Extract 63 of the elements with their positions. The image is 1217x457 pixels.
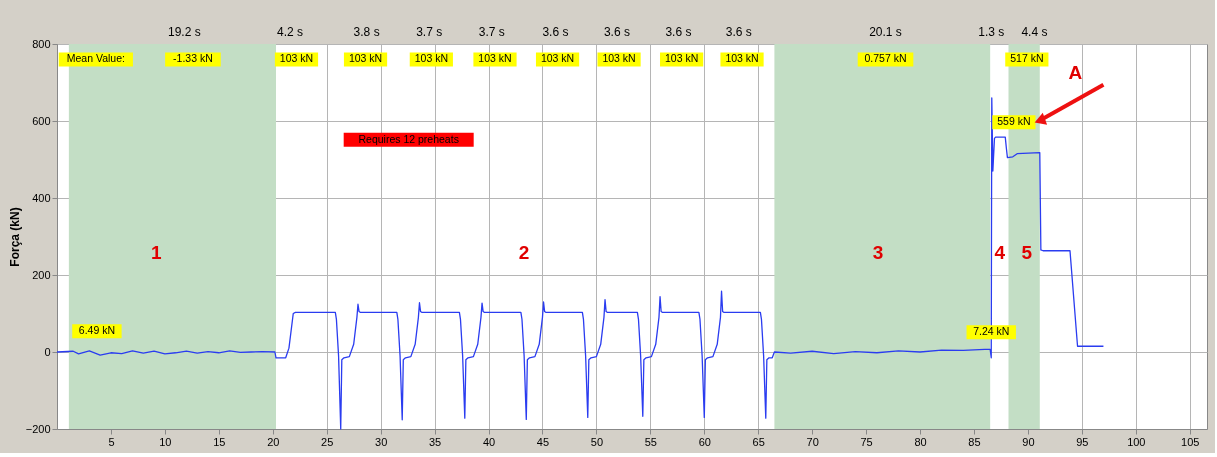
annotation: 559 kN [997,115,1031,128]
annotation: -1.33 kN [173,52,213,65]
annotation: 103 kN [414,52,448,65]
x-tick-label: 55 [644,435,657,448]
x-tick-label: 65 [752,435,765,448]
text: 3.8 s [353,25,380,39]
annotation: Requires 12 preheats [358,132,459,145]
text: 20.1 s [869,25,902,39]
annotation: 103 kN [478,52,512,65]
y-tick-label: 400 [32,191,51,204]
text: 3.7 s [478,25,505,39]
annotation: 2 [518,241,530,263]
y-axis-title: Força (kN) [7,207,22,267]
x-tick-label: 35 [428,435,442,448]
text: 3.6 s [542,25,569,39]
annotation: 6.49 kN [78,324,116,337]
x-tick-label: 70 [806,435,819,448]
x-tick-label: 40 [482,435,496,448]
x-tick-label: 75 [860,435,873,448]
annotation: 103 kN [540,52,575,65]
annotation: 517 kN [1010,52,1044,65]
annotation: 5 [1021,241,1033,263]
x-tick-label: 25 [321,435,334,448]
text: 3.7 s [416,25,443,39]
text: 1.3 s [978,25,1005,39]
text: 4.2 s [277,25,304,39]
x-tick-label: 20 [267,435,280,448]
x-tick-label: 90 [1022,435,1035,448]
x-tick-label: 15 [213,435,226,448]
x-tick-label: 95 [1076,435,1089,448]
annotation: A [1068,62,1083,84]
y-tick-label: 600 [32,114,51,127]
x-tick-label: 10 [159,435,172,448]
text: 3.6 s [725,25,752,39]
annotation: 0.757 kN [864,52,907,65]
x-tick-label: 100 [1127,435,1146,448]
annotation: Mean Value: [66,52,125,65]
annotation: 103 kN [602,52,636,65]
y-tick-label: 800 [32,37,51,50]
x-tick-label: 5 [108,435,115,448]
y-tick-label: 0 [44,345,51,358]
annotation: 1 [150,241,162,263]
y-tick-label: 200 [32,268,51,281]
annotation: 7.24 kN [973,325,1010,338]
x-tick-label: 80 [914,435,927,448]
y-tick-label: −200 [25,422,51,435]
annotation: 103 kN [725,52,759,65]
text: 3.6 s [603,25,630,39]
annotation: 4 [994,241,1006,263]
annotation: 103 kN [279,52,314,65]
x-tick-label: 30 [375,435,388,448]
x-tick-label: 50 [590,435,604,448]
x-tick-label: 105 [1181,435,1200,448]
annotation: 103 kN [664,52,699,65]
annotation: 103 kN [348,52,383,65]
x-tick-label: 60 [698,435,711,448]
x-tick-label: 45 [536,435,550,448]
text: 4.4 s [1021,25,1048,39]
text: 3.6 s [665,25,692,39]
line-series [56,97,1105,430]
annotation: 3 [872,241,884,263]
text: 19.2 s [167,25,201,39]
x-tick-label: 85 [968,435,981,448]
